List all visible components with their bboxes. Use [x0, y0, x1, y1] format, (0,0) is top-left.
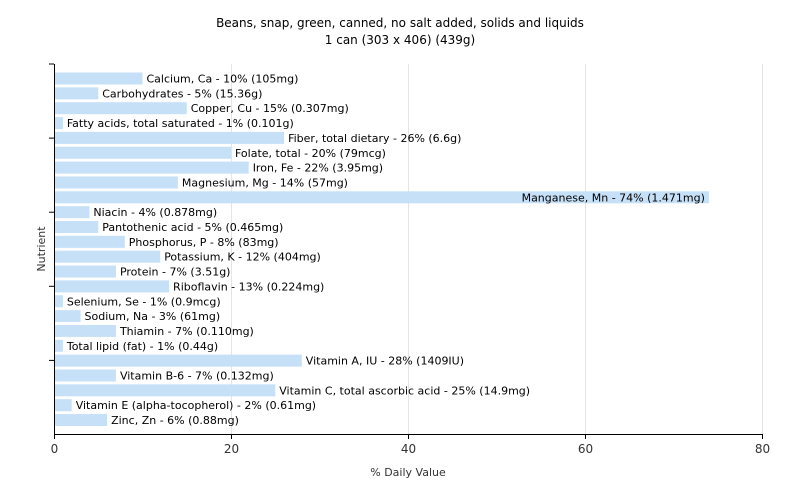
bar [55, 414, 108, 427]
bar-label: Folate, total - 20% (79mcg) [235, 147, 386, 160]
bar [55, 354, 302, 367]
bar-label: Potassium, K - 12% (404mg) [164, 251, 321, 264]
x-tick-label: 0 [51, 442, 59, 456]
bar [55, 87, 99, 100]
bar-label: Calcium, Ca - 10% (105mg) [147, 73, 299, 86]
bar-label: Magnesium, Mg - 14% (57mg) [182, 176, 348, 189]
bar [55, 146, 231, 159]
bars: Calcium, Ca - 10% (105mg)Carbohydrates -… [55, 72, 709, 427]
bar [55, 206, 90, 219]
bar-label: Vitamin E (alpha-tocopherol) - 2% (0.61m… [76, 399, 316, 412]
x-axis-label: % Daily Value [370, 466, 446, 479]
bar-label: Phosphorus, P - 8% (83mg) [129, 236, 279, 249]
x-tick-label: 80 [755, 442, 770, 456]
bar-label: Vitamin A, IU - 28% (1409IU) [306, 355, 464, 368]
bar-label: Sodium, Na - 3% (61mg) [85, 310, 221, 323]
bar [55, 384, 276, 397]
bar-label: Zinc, Zn - 6% (0.88mg) [111, 414, 239, 427]
bar [55, 235, 125, 248]
bar-label: Total lipid (fat) - 1% (0.44g) [66, 340, 218, 353]
bar-label: Vitamin C, total ascorbic acid - 25% (14… [279, 384, 530, 397]
bar-label: Protein - 7% (3.51g) [120, 266, 231, 279]
bar-label: Vitamin B-6 - 7% (0.132mg) [120, 370, 274, 383]
bar-label: Manganese, Mn - 74% (1.471mg) [522, 191, 705, 204]
bar [55, 117, 63, 130]
bar-label: Fiber, total dietary - 26% (6.6g) [288, 132, 461, 145]
grid [231, 64, 763, 434]
bar-label: Pantothenic acid - 5% (0.465mg) [102, 221, 283, 234]
y-axis-label: Nutrient [35, 226, 48, 272]
axes: 0 20 40 60 80 [49, 63, 770, 456]
chart-title: Beans, snap, green, canned, no salt adde… [216, 16, 584, 30]
chart-subtitle: 1 can (303 x 406) (439g) [324, 33, 476, 47]
bar [55, 176, 178, 189]
bar [55, 265, 116, 278]
bar [55, 339, 63, 352]
bar [55, 250, 161, 263]
bar [55, 324, 116, 337]
bar-label: Fatty acids, total saturated - 1% (0.101… [67, 117, 294, 130]
bar-label: Iron, Fe - 22% (3.95mg) [253, 162, 383, 175]
x-tick-label: 40 [401, 442, 416, 456]
bar-label: Thiamin - 7% (0.110mg) [119, 325, 254, 338]
bar [55, 161, 249, 174]
bar [55, 191, 709, 204]
bar [55, 399, 72, 412]
x-tick-label: 60 [578, 442, 593, 456]
bar [55, 310, 81, 323]
bar-label: Riboflavin - 13% (0.224mg) [173, 280, 324, 293]
bar-label: Niacin - 4% (0.878mg) [93, 206, 217, 219]
bar [55, 295, 63, 308]
bar-label: Selenium, Se - 1% (0.9mcg) [67, 295, 221, 308]
bar [55, 221, 99, 233]
bar-label: Copper, Cu - 15% (0.307mg) [191, 102, 349, 115]
bar [55, 280, 170, 293]
x-tick-label: 20 [224, 442, 239, 456]
bar [55, 131, 285, 144]
bar-label: Carbohydrates - 5% (15.36g) [102, 87, 262, 100]
bar [55, 369, 116, 382]
bar [55, 72, 143, 85]
bar [55, 102, 187, 115]
